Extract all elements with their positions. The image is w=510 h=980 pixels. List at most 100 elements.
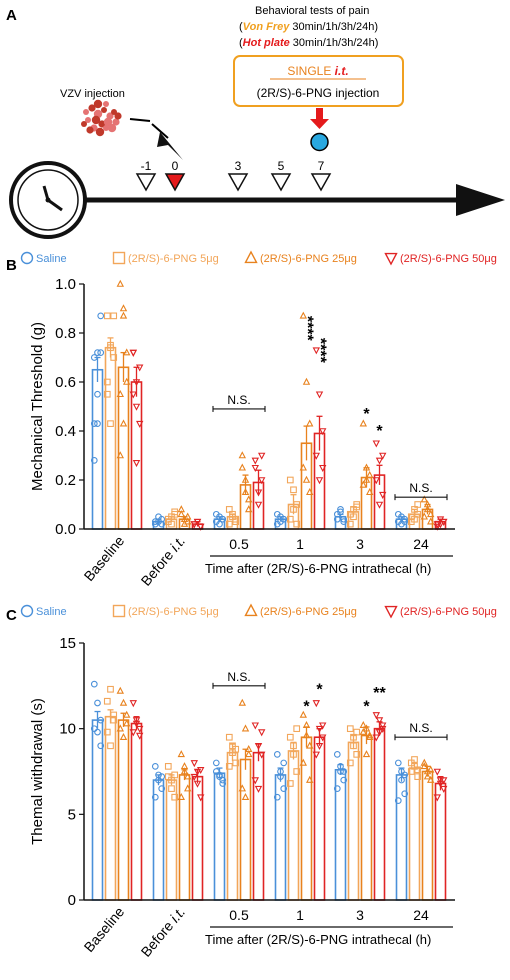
data-point: [414, 773, 422, 780]
data-point: [257, 751, 266, 759]
bar: [434, 782, 447, 901]
data-point: [193, 518, 202, 526]
data-point: [312, 751, 321, 759]
data-point: [103, 312, 111, 320]
y-axis-title: Themal withdrawal (s): [29, 698, 46, 845]
data-point: [353, 503, 361, 511]
bar: [213, 772, 226, 901]
box-injection-text: (2R/S)-6-PNG injection: [257, 86, 380, 100]
legend-label-0: Saline: [36, 253, 67, 265]
clock-icon: [9, 161, 87, 239]
data-point: [241, 487, 250, 496]
data-point: [375, 501, 384, 509]
data-point: [107, 685, 114, 693]
day-label-5: 5: [278, 159, 285, 173]
data-point: [398, 776, 405, 784]
it-label: i.t.: [335, 64, 349, 78]
category-label: Baseline: [81, 532, 128, 584]
legend-marker-1: [112, 604, 126, 618]
data-point: [305, 487, 314, 496]
data-point: [103, 390, 111, 398]
data-point: [129, 391, 138, 399]
data-point: [238, 463, 247, 471]
data-point: [436, 521, 445, 529]
data-point: [318, 722, 327, 730]
data-point: [340, 518, 348, 526]
data-point: [238, 451, 247, 459]
data-point: [346, 520, 354, 528]
data-point: [426, 765, 435, 773]
data-point: [407, 768, 415, 775]
data-point: [423, 772, 432, 780]
data-point: [302, 731, 311, 739]
data-point: [135, 364, 144, 372]
data-point: [375, 729, 384, 737]
data-point: [132, 460, 141, 468]
data-point: [439, 785, 448, 793]
data-point: [244, 505, 253, 513]
legend-marker-0: [20, 604, 34, 618]
data-point: [183, 784, 192, 792]
data-point: [219, 515, 227, 523]
data-point: [158, 520, 166, 528]
data-point: [110, 312, 118, 320]
data-point: [318, 734, 327, 742]
legend-label-1: (2R/S)-6-PNG 5μg: [128, 253, 219, 265]
vonfrey-times: 30min/1h/3h/24h): [289, 21, 378, 33]
virus-particle: [98, 120, 106, 128]
significance-stars: **: [373, 685, 386, 702]
day-label-minus1: -1: [141, 159, 152, 173]
data-point: [180, 767, 189, 775]
category-label: 0.5: [229, 907, 249, 923]
data-point: [196, 523, 205, 531]
data-point: [103, 728, 111, 736]
data-point: [94, 728, 101, 736]
data-point: [414, 501, 422, 508]
virus-particle: [101, 107, 107, 113]
data-point: [97, 312, 105, 320]
vonfrey-name: Von Frey: [243, 21, 291, 33]
data-point: [116, 389, 125, 398]
data-point: [365, 732, 374, 741]
legend-b: Saline (2R/S)-6-PNG 5μg (2R/S)-6-PNG 25μg (…: [20, 250, 497, 266]
y-tick-label: 0.4: [55, 423, 76, 440]
virus-particle: [81, 121, 87, 127]
hotplate-times: 30min/1h/3h/24h): [290, 37, 379, 49]
data-point: [171, 771, 179, 779]
data-point: [378, 491, 387, 499]
y-tick-label: 0.0: [55, 521, 76, 538]
virus-particle: [88, 104, 96, 112]
legend-label-1: (2R/S)-6-PNG 5μg: [128, 606, 219, 618]
virus-particle: [86, 126, 94, 134]
data-point: [251, 457, 260, 465]
data-point: [216, 520, 223, 528]
data-point: [177, 750, 186, 758]
data-point: [244, 495, 253, 503]
hotplate-line: (Hot plate 30min/1h/3h/24h): [239, 37, 378, 49]
data-point: [251, 722, 260, 730]
bar: [421, 770, 434, 901]
data-point: [353, 728, 361, 736]
data-point: [257, 729, 266, 737]
data-point: [286, 733, 294, 741]
ns-label: N.S.: [409, 721, 432, 735]
bar: [130, 722, 143, 901]
data-point: [439, 518, 448, 526]
category-label: 3: [356, 536, 364, 552]
data-point: [305, 419, 314, 427]
data-point: [372, 712, 381, 720]
data-point: [122, 377, 131, 385]
data-point: [350, 513, 357, 521]
data-point: [378, 722, 387, 730]
data-point: [286, 780, 294, 787]
data-point: [193, 780, 202, 788]
data-point: [299, 758, 308, 766]
virus-particle: [93, 99, 103, 109]
data-point: [372, 477, 381, 485]
data-point: [299, 710, 308, 718]
ns-label: N.S.: [227, 670, 250, 684]
x-axis-title: Time after (2R/S)-6-PNG intrathecal (h): [205, 561, 431, 576]
data-point: [119, 311, 128, 319]
data-point: [132, 720, 141, 728]
data-point: [414, 510, 422, 518]
